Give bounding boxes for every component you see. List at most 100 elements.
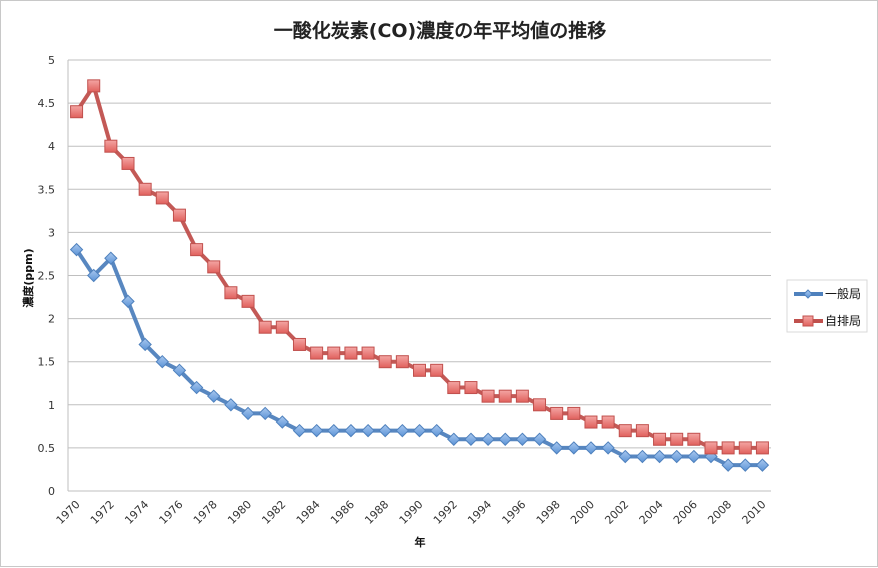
x-tick-label: 1974 [122,498,151,527]
y-axis-label: 濃度(ppm) [21,248,35,307]
data-point [567,406,581,420]
data-point [533,398,547,412]
data-point [69,242,84,257]
data-point [515,389,529,403]
data-point [378,355,392,369]
x-tick-label: 2006 [671,498,700,527]
series [69,79,770,472]
x-tick-label: 2008 [705,498,734,527]
data-point [344,346,358,360]
x-tick-label: 2004 [637,498,666,527]
data-point [309,423,324,438]
data-point [224,286,238,300]
y-tick-label: 3.5 [38,183,56,196]
y-tick-label: 4.5 [38,97,56,110]
data-point [395,423,410,438]
data-point [481,389,495,403]
data-point [87,268,101,283]
y-tick-label: 0.5 [38,442,56,455]
data-point [635,424,649,438]
data-point [378,423,392,438]
data-point [241,406,255,421]
data-point [395,355,409,369]
data-point [258,406,272,421]
data-point [292,337,306,351]
axes [67,60,771,492]
data-point [412,423,427,438]
series-2 [70,79,769,455]
data-point [344,423,358,438]
series-line [74,83,763,450]
data-point [464,381,478,395]
data-point [207,389,221,403]
data-point [635,449,650,464]
data-point [464,432,478,446]
data-point [310,346,324,360]
data-point [189,380,204,395]
data-point [429,423,444,438]
data-point [430,363,444,377]
data-point [653,432,667,446]
x-tick-labels: 1970 1972 1974 1976 1978 1980 1982 1984 1986 1988… [54,498,769,527]
data-point [687,432,701,446]
data-point [207,260,221,274]
gridlines [68,59,771,449]
data-point [721,441,735,455]
y-tick-label: 3 [48,226,55,239]
y-tick-label: 5 [48,54,55,67]
y-tick-label: 0 [48,485,55,498]
data-point [361,423,375,438]
x-tick-label: 1994 [465,498,494,527]
data-point [275,415,290,429]
data-point [224,398,238,412]
x-tick-label: 2002 [602,498,631,527]
x-tick-label: 1988 [362,498,391,527]
data-point [549,441,564,455]
data-point [172,208,186,222]
data-point [258,320,272,334]
data-point [550,406,564,420]
data-point [669,449,684,464]
data-point [138,182,152,196]
data-point [687,449,701,464]
legend-label: 一般局 [825,286,861,301]
x-tick-label: 1984 [294,498,323,527]
data-point [704,441,718,455]
data-point [155,354,170,369]
data-point [190,243,204,257]
data-point [670,432,684,446]
data-point [618,424,632,438]
data-point [292,423,307,438]
data-point [481,432,495,446]
legend-item: 自排局 [794,314,861,328]
legend-item: 一般局 [794,286,861,301]
data-point [584,441,598,455]
data-point [498,389,512,403]
data-point [104,139,118,153]
data-point [447,432,461,446]
data-point [738,458,752,472]
data-point [70,105,84,119]
x-tick-label: 1990 [397,498,426,527]
data-point [172,363,187,378]
data-point [138,337,152,352]
data-point [618,449,632,464]
legend-box [786,279,868,333]
data-point [738,441,752,455]
x-tick-label: 1992 [431,498,460,527]
x-tick-label: 2010 [740,498,769,527]
data-point [601,441,615,455]
legend-marker [802,315,814,327]
data-point [361,346,375,360]
data-point [515,432,530,446]
data-point [121,294,135,309]
data-point [652,449,667,464]
data-point [104,251,118,265]
x-tick-label: 1982 [259,498,288,527]
data-point [755,458,770,472]
chart-title: 一酸化炭素(CO)濃度の年平均値の推移 [274,19,606,42]
data-point [721,458,735,472]
x-tick-label: 1986 [328,498,357,527]
